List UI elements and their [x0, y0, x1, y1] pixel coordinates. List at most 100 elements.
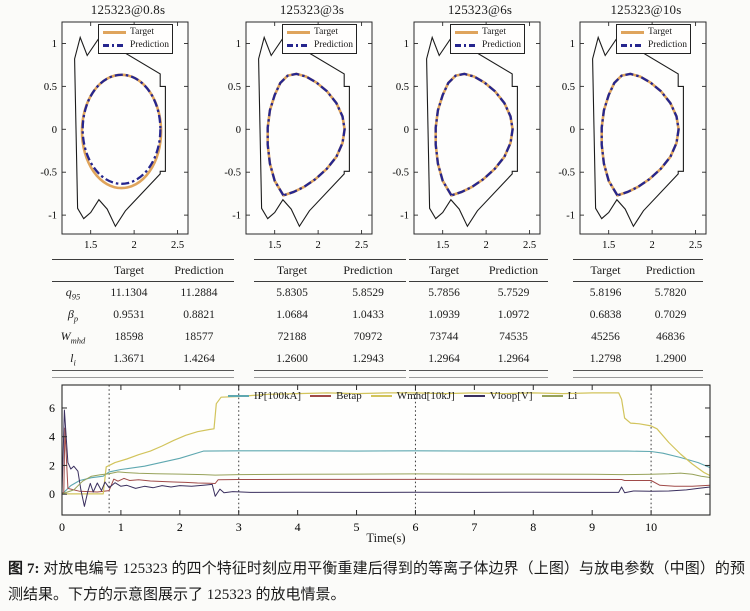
x-tick-label: 5 — [354, 520, 360, 534]
legend-label-target: Target — [314, 27, 338, 37]
table-cell: 46836 — [656, 331, 685, 343]
table-underline — [254, 377, 406, 378]
target-line-swatch — [455, 31, 478, 34]
table-row: 0.6838 0.7029 — [573, 304, 703, 326]
table-cell: 5.8529 — [352, 287, 384, 299]
table-cell: 73744 — [429, 331, 459, 343]
x-tick-label: 0 — [59, 520, 65, 534]
timeseries-legend: IP[100kA] Betap Wmhd[10kJ] Vloop[V] Li — [228, 390, 577, 402]
column-header: Target — [428, 263, 460, 277]
legend-item-betap: Betap — [310, 390, 362, 402]
table-cell: 1.2900 — [654, 353, 687, 365]
table-row: 1.0684 1.0433 — [254, 304, 406, 326]
y-tick-label: -1 — [48, 211, 57, 222]
table-row: βp 0.9531 0.8821 — [52, 304, 234, 326]
table-row: 5.8305 5.8529 — [254, 282, 406, 304]
table-cell: 5.7820 — [654, 287, 687, 299]
table-header-row: Target Prediction — [52, 260, 234, 282]
prediction-boundary — [600, 72, 680, 197]
caption-text: 对放电编号 125323 的四个特征时刻应用平衡重建后得到的等离子体边界（上图）… — [8, 561, 745, 604]
table-row: 72188 70972 — [254, 326, 406, 348]
table-cell: 0.6838 — [589, 309, 622, 321]
ip-line-swatch — [228, 395, 249, 397]
table-cell: 5.7529 — [497, 287, 530, 299]
table-underline — [52, 377, 234, 378]
column-header: Target — [590, 263, 621, 277]
row-label: q95 — [52, 285, 94, 301]
x-tick-label: 2 — [315, 240, 320, 251]
y-tick-label: 0.5 — [562, 82, 575, 93]
table-cell: 11.1304 — [110, 287, 148, 299]
x-tick-label: 2 — [483, 240, 488, 251]
row-label-sub: i — [73, 357, 76, 368]
y-tick-label: -0.5 — [40, 168, 57, 179]
table-cell: 74535 — [499, 331, 528, 343]
legend-item-vloop: Vloop[V] — [463, 390, 533, 402]
table-cell: 5.8305 — [276, 287, 308, 299]
x-tick-label: 2.5 — [523, 240, 536, 251]
prediction-line-swatch — [287, 44, 310, 47]
target-line-swatch — [103, 31, 126, 34]
x-tick-label: 1.5 — [268, 240, 281, 251]
x-tick-label: 9 — [589, 520, 595, 534]
time-axis-label: Time(s) — [366, 531, 406, 545]
table-header-row: Target Prediction — [573, 260, 703, 282]
x-tick-label: 1.5 — [602, 240, 615, 251]
table-cell: 1.4264 — [183, 353, 215, 365]
legend-row-prediction: Prediction — [287, 40, 353, 51]
table-cell: 18598 — [114, 331, 144, 343]
subplot-title-3: 125323@6s — [447, 2, 513, 17]
table-underline — [573, 377, 703, 378]
y-tick-label: -1 — [566, 211, 575, 222]
legend-label-target: Target — [130, 27, 154, 37]
table-cell: 1.0972 — [497, 309, 530, 321]
table-row: 5.7856 5.7529 — [409, 282, 548, 304]
table-row: 73744 74535 — [409, 326, 548, 348]
row-label-base: q — [65, 284, 72, 299]
table-cell: 0.7029 — [654, 309, 687, 321]
x-tick-label: 8 — [530, 520, 536, 534]
y-tick-label: 0.5 — [44, 82, 57, 93]
legend-label-vloop: Vloop[V] — [489, 390, 533, 402]
equilibrium-plot-2: 1.5 2 2.5 1 0.5 0 -0.5 -1 — [224, 21, 373, 251]
plot-legend-3: Target Prediction — [450, 24, 526, 54]
subplot-title-4: 125323@10s — [610, 2, 682, 17]
y-tick-label: 0 — [404, 125, 409, 136]
legend-label-li: Li — [567, 390, 578, 402]
column-header: Prediction — [488, 263, 539, 277]
equilibrium-plot-1: 1.5 2 2.5 1 0.5 0 -0.5 -1 — [40, 21, 189, 251]
row-label-sub: 95 — [71, 291, 81, 302]
li-line-swatch — [541, 395, 563, 397]
column-header: Prediction — [645, 263, 696, 277]
legend-label-wmhd: Wmhd[10kJ] — [396, 390, 455, 402]
x-tick-label: 2.5 — [171, 240, 184, 251]
x-tick-label: 1.5 — [84, 240, 97, 251]
x-tick-label: 2 — [131, 240, 136, 251]
table-row: 1.0939 1.0972 — [409, 304, 548, 326]
legend-row-target: Target — [455, 27, 521, 38]
table-cell: 0.9531 — [113, 309, 145, 321]
x-tick-label: 1 — [118, 520, 124, 534]
x-tick-label: 2 — [649, 240, 654, 251]
parameter-table-3: Target Prediction 5.7856 5.7529 1.0939 1.0972… — [409, 259, 548, 378]
table-header-row: Target Prediction — [254, 260, 406, 282]
table-cell: 1.2600 — [276, 353, 308, 365]
table-cell: 45256 — [591, 331, 620, 343]
x-tick-label: 2.5 — [355, 240, 368, 251]
table-row: 1.2600 1.2943 — [254, 348, 406, 370]
parameter-table-2: Target Prediction 5.8305 5.8529 1.0684 1.0433… — [254, 259, 406, 378]
table-cell: 11.2884 — [180, 287, 218, 299]
row-label: Wmhd — [52, 329, 94, 345]
series-wmhd — [62, 392, 711, 495]
row-label: βp — [52, 307, 94, 323]
y-tick-label: -0.5 — [558, 168, 575, 179]
column-header: Prediction — [343, 263, 393, 277]
x-tick-label: 10 — [645, 520, 657, 534]
table-row: 45256 46836 — [573, 326, 703, 348]
plot-legend-1: Target Prediction — [98, 24, 174, 54]
figure-caption: 图 7: 对放电编号 125323 的四个特征时刻应用平衡重建后得到的等离子体边… — [8, 556, 745, 609]
plot-box — [61, 384, 711, 516]
legend-item-li: Li — [541, 390, 578, 402]
timeseries-plot: 0 1 2 3 4 5 6 7 8 9 10 0 2 4 6 — [49, 384, 711, 534]
table-cell: 72188 — [277, 331, 307, 343]
